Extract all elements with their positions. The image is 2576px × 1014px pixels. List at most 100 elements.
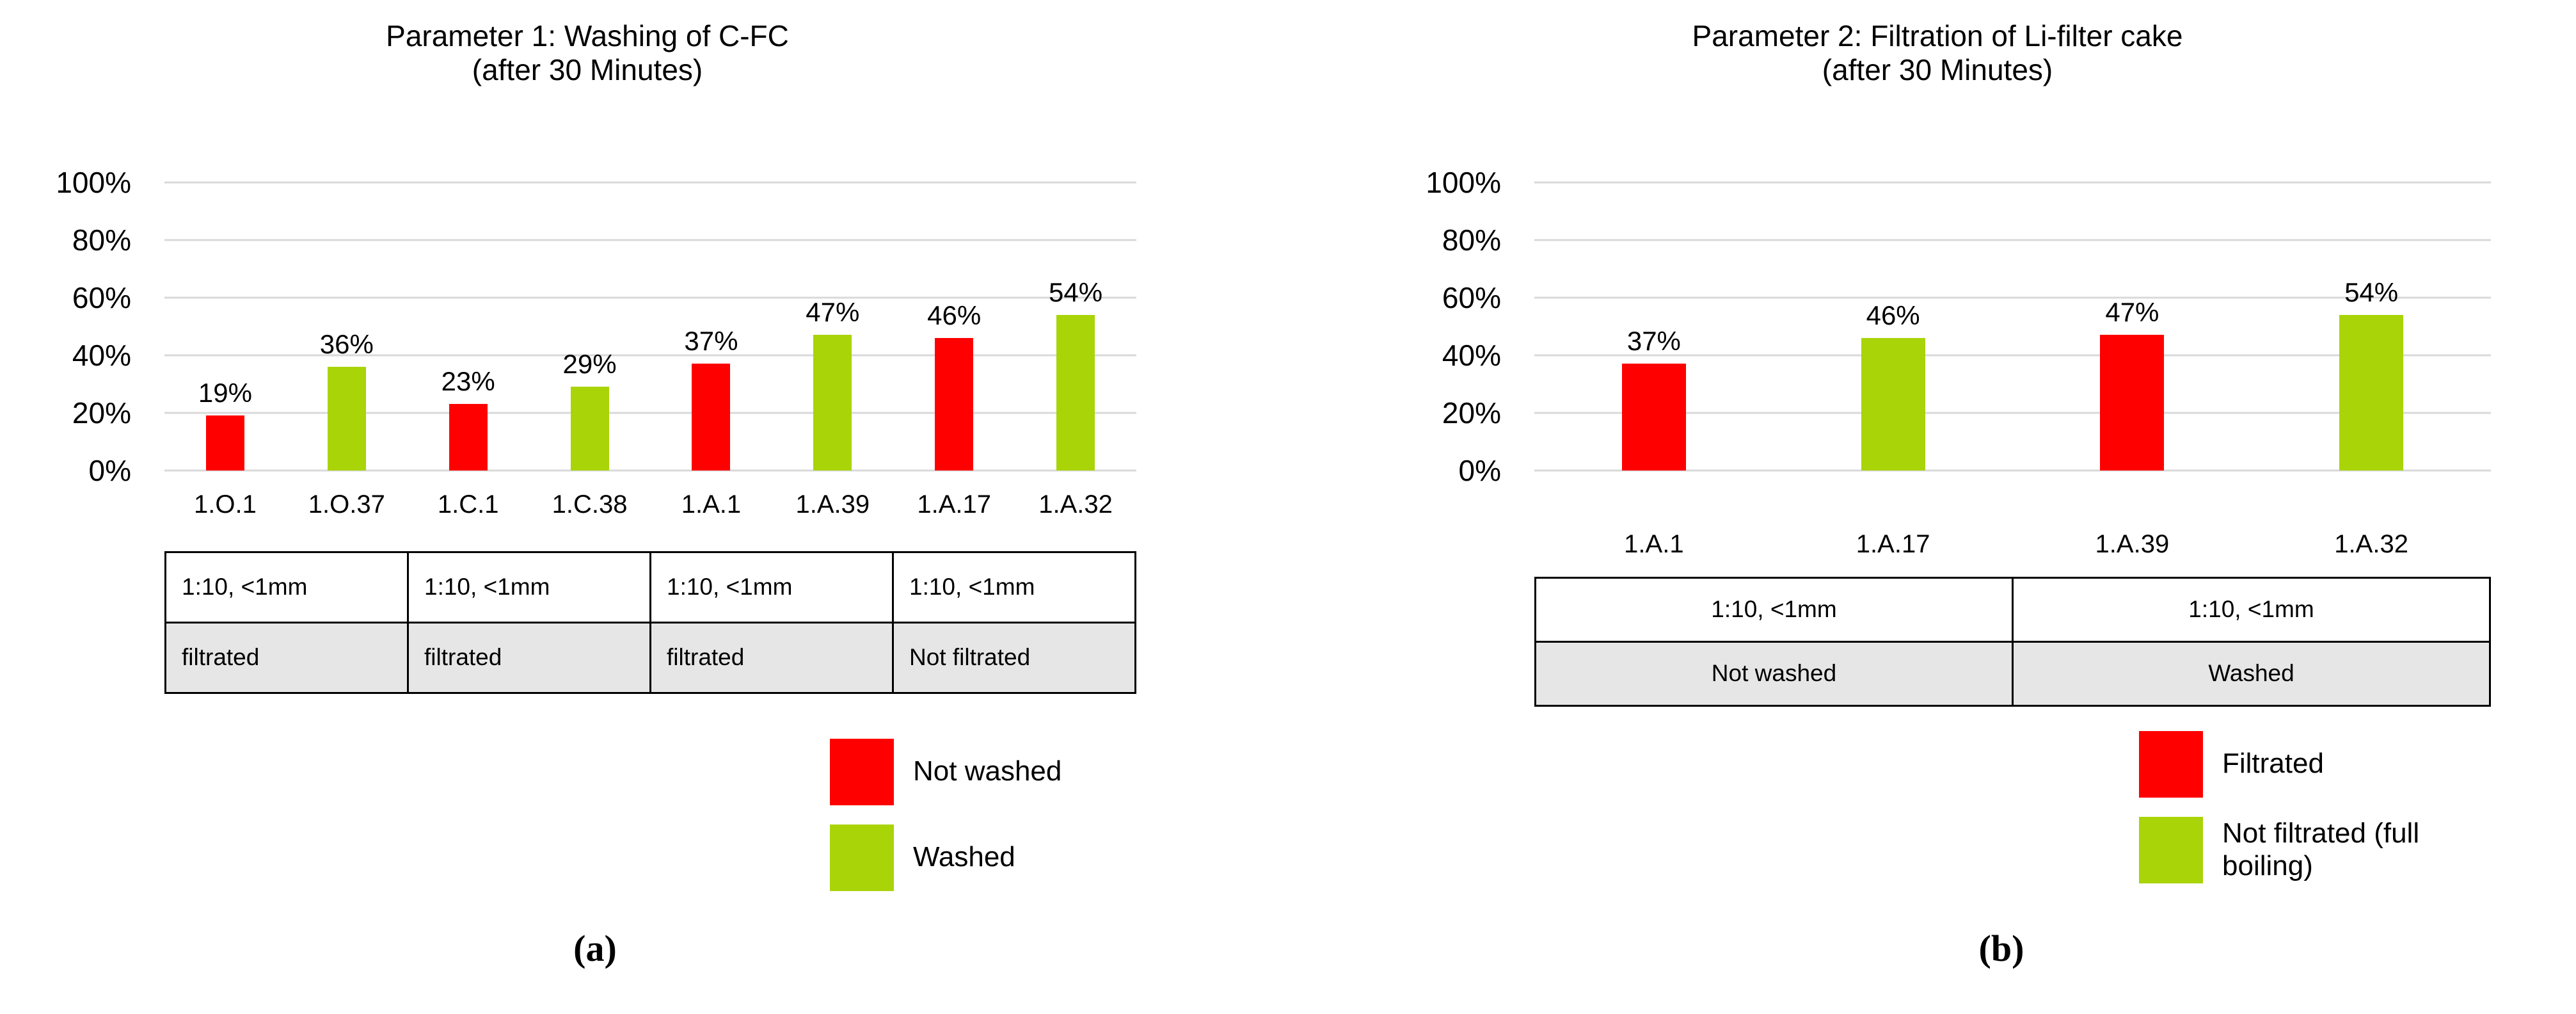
x-category-label: 1.A.1 xyxy=(681,490,742,519)
bar-value-label: 37% xyxy=(1626,326,1681,357)
gridline xyxy=(164,239,1136,241)
bar-slot: 47% xyxy=(2013,182,2252,471)
x-category-label: 1.A.17 xyxy=(1856,529,1930,558)
bars-container: 37% 46% 47% 54% xyxy=(1534,182,2491,471)
x-category-label: 1.A.39 xyxy=(2095,529,2170,558)
bar-value-label: 46% xyxy=(927,300,982,330)
bar-1.A.1 xyxy=(692,364,731,471)
condition-table-cell: 1:10, <1mm xyxy=(2012,576,2491,643)
bar-value-label: 23% xyxy=(441,366,495,397)
bar-slot: 19% xyxy=(164,182,286,471)
legend-label: Washed xyxy=(913,841,1015,873)
x-category-label: 1.O.1 xyxy=(194,490,257,519)
condition-table-row: Not washed Washed xyxy=(1534,640,2491,707)
bar-value-label: 54% xyxy=(2344,277,2399,307)
x-category-label: 1.A.1 xyxy=(1624,529,1684,558)
y-tick-label: 60% xyxy=(72,280,131,314)
condition-table-row: 1:10, <1mm 1:10, <1mm 1:10, <1mm 1:10, <1mm xyxy=(164,551,1136,624)
legend-item: Filtrated xyxy=(2139,730,2491,798)
caption: (b) xyxy=(1978,928,2024,969)
gridline xyxy=(1534,181,2491,184)
gridline xyxy=(164,469,1136,472)
chart-title: Parameter 1: Washing of C-FC (after 30 M… xyxy=(38,19,1136,88)
gridline xyxy=(1534,239,2491,241)
bar-1.A.1 xyxy=(1621,364,1686,471)
plot-area: 19% 36% 23% 29% 37% 47% 46% 54% xyxy=(164,181,1136,472)
legend-item: Not filtrated (full boiling) xyxy=(2139,816,2491,883)
bar-1.A.39 xyxy=(813,335,852,471)
y-tick-label: 0% xyxy=(1458,453,1501,487)
gridline xyxy=(1534,354,2491,357)
legend-swatch xyxy=(830,738,894,805)
x-category-label: 1.A.32 xyxy=(1038,490,1113,519)
condition-table-cell: 1:10, <1mm xyxy=(407,551,651,624)
legend-label: Not filtrated (full boiling) xyxy=(2222,817,2420,881)
x-axis-labels: 1.O.1 1.O.37 1.C.1 1.C.38 1.A.1 1.A.39 1.A.17 1… xyxy=(164,490,1136,519)
bar-slot: 54% xyxy=(1015,182,1136,471)
y-tick-label: 100% xyxy=(1426,165,1501,199)
bar-1.A.17 xyxy=(1861,337,1925,471)
bar-1.A.32 xyxy=(2339,314,2404,471)
gridline xyxy=(164,412,1136,414)
plot-area: 37% 46% 47% 54% xyxy=(1534,181,2491,472)
x-category-label: 1.O.37 xyxy=(308,490,385,519)
gridline xyxy=(164,181,1136,184)
bar-1.A.17 xyxy=(935,337,974,471)
bar-value-label: 36% xyxy=(319,328,374,359)
bar-value-label: 47% xyxy=(2105,297,2159,328)
bar-value-label: 29% xyxy=(562,349,617,380)
condition-table-cell: Not filtrated xyxy=(892,621,1136,694)
gridline xyxy=(164,296,1136,299)
chart-area: 0% 20% 40% 60% 80% 100% 37% 46% 47% 54% xyxy=(1384,168,2491,485)
bars-container: 19% 36% 23% 29% 37% 47% 46% 54% xyxy=(164,182,1136,471)
condition-table: 1:10, <1mm 1:10, <1mm Not washed Washed xyxy=(1534,576,2491,707)
bar-1.A.39 xyxy=(2100,335,2165,471)
bar-1.A.32 xyxy=(1056,314,1095,471)
legend-item: Washed xyxy=(830,824,1136,891)
chart-panel-a: Parameter 1: Washing of C-FC (after 30 M… xyxy=(38,19,1136,969)
x-category-label: 1.C.38 xyxy=(552,490,628,519)
y-tick-label: 20% xyxy=(72,396,131,430)
legend-swatch xyxy=(2139,816,2203,883)
condition-table-cell: Washed xyxy=(2012,640,2491,707)
gridline xyxy=(1534,296,2491,299)
legend-label: Filtrated xyxy=(2222,748,2324,780)
legend-label: Not washed xyxy=(913,755,1062,787)
y-tick-label: 40% xyxy=(72,338,131,372)
bar-slot: 47% xyxy=(772,182,893,471)
bar-slot: 54% xyxy=(2252,182,2491,471)
condition-table-row: filtrated filtrated filtrated Not filtrated xyxy=(164,621,1136,694)
condition-table-cell: 1:10, <1mm xyxy=(1534,576,2014,643)
condition-table-cell: filtrated xyxy=(164,621,409,694)
bar-value-label: 46% xyxy=(1866,300,1920,330)
y-axis: 0% 20% 40% 60% 80% 100% xyxy=(38,168,164,485)
bar-slot: 46% xyxy=(1774,182,2013,471)
bar-1.C.38 xyxy=(570,387,609,471)
chart-area: 0% 20% 40% 60% 80% 100% 19% 36% 23% 29% 37% 47% 46%… xyxy=(38,168,1136,485)
x-category-label: 1.A.17 xyxy=(917,490,992,519)
legend: Filtrated Not filtrated (full boiling) xyxy=(2139,730,2491,883)
chart-title-line1: Parameter 2: Filtration of Li-filter cak… xyxy=(1692,19,2183,52)
x-category-label: 1.A.39 xyxy=(795,490,870,519)
y-tick-label: 80% xyxy=(72,223,131,257)
legend: Not washed Washed xyxy=(830,738,1136,891)
bar-value-label: 19% xyxy=(198,378,252,408)
bar-value-label: 54% xyxy=(1049,277,1103,307)
chart-title: Parameter 2: Filtration of Li-filter cak… xyxy=(1384,19,2491,88)
bar-slot: 46% xyxy=(893,182,1015,471)
x-category-label: 1.C.1 xyxy=(437,490,499,519)
y-tick-label: 0% xyxy=(88,453,131,487)
y-tick-label: 40% xyxy=(1442,338,1501,372)
y-tick-label: 100% xyxy=(56,165,131,199)
bar-value-label: 47% xyxy=(806,297,860,328)
condition-table-row: 1:10, <1mm 1:10, <1mm xyxy=(1534,576,2491,643)
condition-table-cell: 1:10, <1mm xyxy=(892,551,1136,624)
bar-slot: 36% xyxy=(286,182,408,471)
bar-value-label: 37% xyxy=(684,326,738,357)
bar-slot: 29% xyxy=(529,182,651,471)
chart-title-line1: Parameter 1: Washing of C-FC xyxy=(386,19,789,52)
bar-slot: 37% xyxy=(651,182,772,471)
gridline xyxy=(164,354,1136,357)
bar-slot: 23% xyxy=(408,182,529,471)
legend-swatch xyxy=(830,824,894,891)
